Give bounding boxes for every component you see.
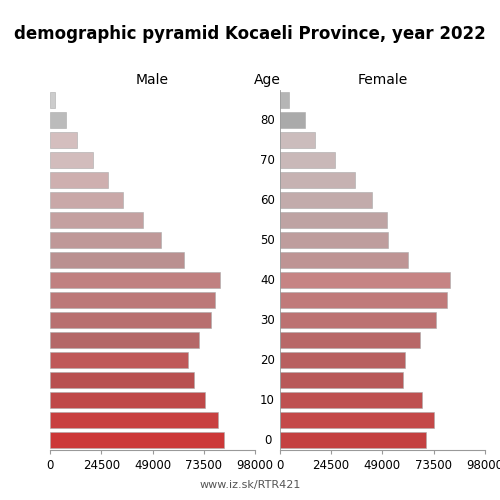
Bar (50, 112, 66, 128)
Text: 60: 60 (260, 194, 275, 206)
Title: Age: Age (254, 74, 281, 88)
Bar (50, 392, 205, 408)
Bar (50, 272, 219, 288)
Text: demographic pyramid Kocaeli Province, year 2022: demographic pyramid Kocaeli Province, ye… (14, 25, 486, 43)
Bar (50, 412, 217, 428)
Text: 0: 0 (264, 434, 271, 446)
Text: www.iz.sk/RTR421: www.iz.sk/RTR421 (200, 480, 300, 490)
Bar (50, 312, 211, 328)
Bar (50, 372, 195, 388)
Text: 20: 20 (260, 354, 275, 366)
Text: 30: 30 (260, 314, 275, 326)
Bar (50, 172, 108, 188)
Bar (50, 192, 124, 208)
Bar (50, 332, 199, 348)
Bar (280, 292, 448, 308)
Bar (280, 332, 420, 348)
Text: 10: 10 (260, 394, 275, 406)
Bar (280, 152, 336, 168)
Text: 70: 70 (260, 154, 275, 166)
Bar (280, 212, 386, 228)
Bar (280, 272, 450, 288)
Bar (280, 252, 407, 268)
Bar (280, 432, 426, 448)
Bar (280, 312, 436, 328)
Bar (280, 112, 305, 128)
Bar (50, 292, 215, 308)
Bar (50, 152, 93, 168)
Bar (50, 132, 77, 148)
Text: 40: 40 (260, 274, 275, 286)
Title: Male: Male (136, 74, 169, 88)
Bar (280, 92, 289, 108)
Bar (50, 252, 184, 268)
Title: Female: Female (358, 74, 408, 88)
Bar (50, 352, 188, 368)
Bar (280, 172, 355, 188)
Bar (50, 432, 224, 448)
Bar (280, 352, 406, 368)
Bar (280, 372, 404, 388)
Bar (280, 132, 316, 148)
Bar (50, 212, 143, 228)
Bar (50, 232, 161, 248)
Text: 80: 80 (260, 114, 275, 126)
Bar (50, 92, 55, 108)
Bar (280, 232, 388, 248)
Bar (280, 392, 422, 408)
Bar (280, 412, 434, 428)
Bar (280, 192, 372, 208)
Text: 50: 50 (260, 234, 275, 246)
